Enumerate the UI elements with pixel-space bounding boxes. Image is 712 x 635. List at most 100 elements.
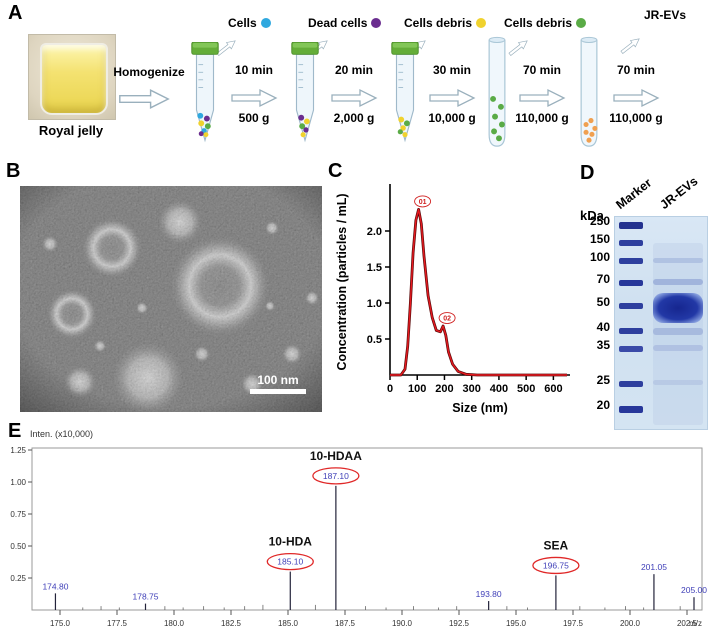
ms-compound-label: 10-HDA <box>269 535 313 549</box>
centrifuge-tube-3 <box>391 42 419 141</box>
panel-b-label: B <box>6 160 21 182</box>
ms-y-axis-label: Inten. (x10,000) <box>30 429 94 439</box>
step-force: 110,000 g <box>609 111 663 125</box>
step-time: 20 min <box>334 63 373 77</box>
marker-band <box>619 381 643 387</box>
ms-highlight-ellipse <box>266 552 314 571</box>
step-arrow-2 <box>331 89 377 107</box>
scale-bar-label: 100 nm <box>257 373 298 387</box>
step-force: 500 g <box>238 111 270 125</box>
nta-y-tick: 1.0 <box>367 298 382 310</box>
ms-highlight-ellipse <box>312 467 360 485</box>
ms-x-tick: 177.5 <box>107 619 128 628</box>
nta-x-tick: 100 <box>408 383 426 395</box>
ms-x-tick: 202.5 <box>677 619 698 628</box>
fraction-text: Cells debris <box>504 16 573 30</box>
marker-weight: 35 <box>596 338 610 352</box>
royal-jelly-cup <box>40 43 108 115</box>
step-arrow-4 <box>519 89 565 107</box>
fraction-label-debris-1: Cells debris <box>404 16 487 30</box>
ms-x-tick: 200.0 <box>620 619 641 628</box>
marker-weight: 20 <box>596 398 610 412</box>
sample-band <box>653 258 703 263</box>
homogenize-label: Homogenize <box>113 65 185 79</box>
marker-weight: 250 <box>589 214 610 228</box>
centrifuge-tube-1 <box>191 42 219 141</box>
nta-x-axis-title: Size (nm) <box>452 401 508 415</box>
panel-d: D Marker JR-EVs kDa 250 150 100 70 50 40… <box>578 162 712 432</box>
nta-y-tick: 1.5 <box>367 262 382 274</box>
marker-weight: 70 <box>596 272 610 286</box>
fraction-text: Dead cells <box>308 16 368 30</box>
marker-band <box>619 303 643 309</box>
nta-chart: 0.5 1.0 1.5 2.0 0 100 200 300 400 500 600 01 02 Size … <box>335 184 570 415</box>
ms-x-tick: 180.0 <box>164 619 185 628</box>
homogenize-arrow <box>119 89 169 109</box>
step-force: 10,000 g <box>428 111 476 125</box>
step-time: 70 min <box>616 63 655 77</box>
ms-y-tick: 0.75 <box>10 510 26 519</box>
scale-bar <box>250 389 306 394</box>
diagonal-arrow <box>619 35 642 56</box>
fraction-label-dead-cells: Dead cells <box>308 16 382 30</box>
ms-compound-label: SEA <box>544 538 569 552</box>
sample-main-band <box>653 293 703 323</box>
ms-x-unit: m/z <box>689 619 702 628</box>
ms-plot-border <box>31 447 703 611</box>
panel-a-label: A <box>8 2 23 24</box>
ms-x-tick: 175.0 <box>50 619 71 628</box>
nta-x-tick: 400 <box>490 383 508 395</box>
marker-weight: 150 <box>589 232 610 246</box>
ms-x-tick: 185.0 <box>278 619 299 628</box>
panel-c-label: C <box>328 160 343 182</box>
nta-peak-label: 01 <box>419 199 427 206</box>
nta-x-tick: 500 <box>517 383 535 395</box>
marker-band <box>619 258 643 264</box>
ms-x-tick: 182.5 <box>221 619 242 628</box>
sample-band <box>653 279 703 285</box>
ms-peak-label: 187.10 <box>323 471 349 481</box>
ms-peak-label: 185.10 <box>277 557 303 567</box>
step-arrow-3 <box>429 89 475 107</box>
nta-peak-ellipse <box>438 312 456 324</box>
sample-band <box>653 328 703 335</box>
royal-jelly-photo <box>28 34 116 120</box>
ms-x-tick: 195.0 <box>506 619 527 628</box>
marker-band <box>619 346 643 352</box>
nta-x-tick: 300 <box>463 383 481 395</box>
royal-jelly-label: Royal jelly <box>38 123 104 138</box>
marker-band <box>619 406 643 413</box>
lane-label-jrevs: JR-EVs <box>657 174 701 212</box>
debris-green-dot <box>576 18 587 28</box>
ms-y-tick: 1.00 <box>10 478 26 487</box>
sample-band <box>653 345 703 351</box>
centrifuge-tube-2 <box>291 42 319 141</box>
ms-y-tick: 0.50 <box>10 542 26 551</box>
sample-band <box>653 380 703 385</box>
step-force: 110,000 g <box>515 111 569 125</box>
marker-weight: 40 <box>596 320 610 334</box>
fraction-label-cells: Cells <box>228 16 271 30</box>
kda-unit-label: kDa <box>580 208 604 223</box>
ms-y-tick: 1.25 <box>10 446 26 455</box>
nta-curve <box>390 208 567 376</box>
ms-peak-label: 178.75 <box>133 592 159 602</box>
fraction-text: JR-EVs <box>644 8 687 22</box>
ms-peak-label: 196.75 <box>543 560 569 570</box>
ms-compound-label: 10-HDAA <box>310 449 362 463</box>
dead-cells-dot <box>371 18 382 28</box>
ms-peak-label: 193.80 <box>476 589 502 599</box>
ms-peak-label: 174.80 <box>42 581 68 591</box>
ms-x-tick: 187.5 <box>335 619 356 628</box>
mass-spectrum-chart: 0.25 0.50 0.75 1.00 1.25 175.0 177.5 180.0 182.5… <box>10 446 707 628</box>
ms-y-tick: 0.25 <box>10 574 26 583</box>
fraction-text: Cells <box>228 16 257 30</box>
tem-image: 100 nm <box>20 186 322 412</box>
nta-peak-ellipse <box>414 195 432 208</box>
ms-x-tick: 197.5 <box>563 619 584 628</box>
ms-x-tick: 190.0 <box>392 619 413 628</box>
nta-x-tick: 600 <box>544 383 562 395</box>
fraction-label-jrevs: JR-EVs <box>644 8 686 22</box>
ms-peak-label: 201.05 <box>641 562 667 572</box>
cells-dot <box>260 18 271 28</box>
